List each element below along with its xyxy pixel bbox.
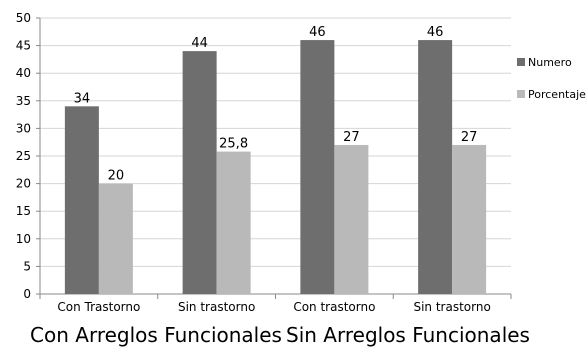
group-label: Con Arreglos Funcionales — [30, 323, 282, 347]
bar-numero-3 — [300, 40, 335, 294]
data-label: 46 — [309, 25, 326, 40]
y-tick-label: 5 — [23, 259, 31, 273]
bar-porcentaje-1 — [98, 183, 133, 294]
y-tick-label: 30 — [16, 121, 31, 135]
data-label: 20 — [108, 169, 125, 184]
data-label: 34 — [74, 91, 91, 106]
legend-label: Numero — [528, 56, 572, 69]
y-tick-label: 20 — [16, 177, 31, 191]
y-tick-label: 45 — [16, 39, 31, 53]
x-axis: Con Trastorno Sin trastorno Con trastorno S… — [39, 294, 512, 314]
bar-numero-4 — [418, 40, 453, 294]
y-tick-label: 40 — [16, 66, 31, 80]
bar-porcentaje-2 — [216, 151, 251, 294]
x-category-label: Sin trastorno — [413, 300, 490, 314]
group-labels: Con Arreglos Funcionales Sin Arreglos Fun… — [30, 323, 530, 347]
bar-porcentaje-4 — [452, 144, 487, 294]
data-label: 25,8 — [219, 137, 248, 152]
y-tick-label: 15 — [16, 204, 31, 218]
legend-swatch-porcentaje — [517, 90, 525, 98]
legend-swatch-numero — [517, 58, 525, 66]
x-category-label: Sin trastorno — [178, 300, 255, 314]
y-tick-label: 35 — [16, 94, 31, 108]
y-axis: 0 5 10 15 20 25 30 35 40 45 50 — [16, 11, 41, 301]
x-category-label: Con trastorno — [293, 300, 375, 314]
y-tick-label: 50 — [16, 11, 31, 25]
data-label: 27 — [461, 130, 478, 145]
y-tick-label: 25 — [16, 149, 31, 163]
x-category-label: Con Trastorno — [57, 300, 140, 314]
legend: Numero Porcentaje — [517, 56, 586, 101]
data-label: 46 — [427, 25, 444, 40]
bar-porcentaje-3 — [334, 144, 369, 294]
y-tick-label: 0 — [23, 287, 31, 301]
bar-numero-1 — [64, 106, 99, 294]
bars: 34 20 44 25,8 46 27 46 27 — [64, 25, 487, 295]
bar-numero-2 — [182, 51, 217, 295]
group-label: Sin Arreglos Funcionales — [286, 323, 530, 347]
data-label: 44 — [191, 36, 208, 51]
y-tick-label: 10 — [16, 232, 31, 246]
data-label: 27 — [343, 130, 360, 145]
legend-label: Porcentaje — [528, 88, 586, 101]
